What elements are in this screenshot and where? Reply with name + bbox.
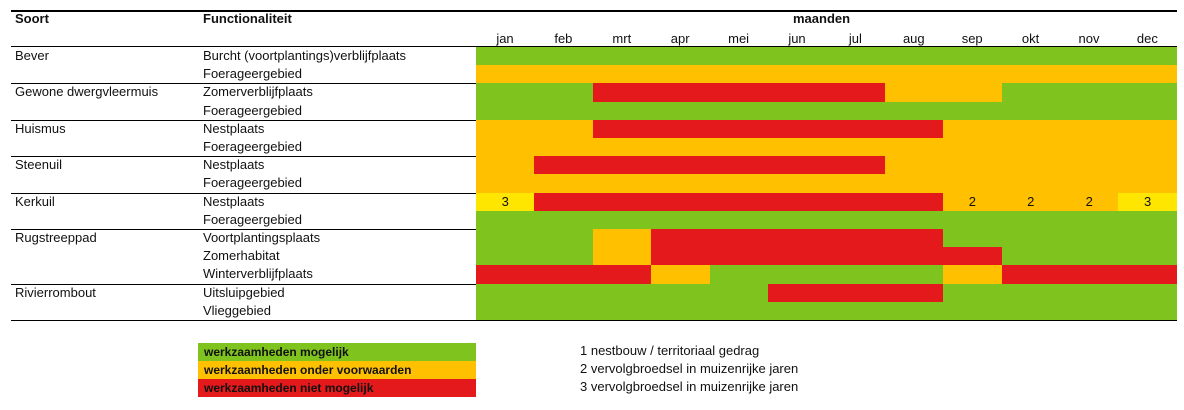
period-green (1001, 83, 1177, 103)
period-green (476, 301, 1177, 321)
header-bottom-rule (11, 46, 1177, 47)
functionality-label: Foerageergebied (203, 102, 303, 118)
header-months: maanden (793, 11, 851, 26)
footnote-marker: 2 (1085, 193, 1093, 209)
period-green (709, 265, 944, 285)
period-orange (943, 192, 1002, 212)
period-red (592, 119, 944, 139)
month-label-jun: jun (788, 31, 806, 46)
functionality-label: Zomerhabitat (203, 248, 280, 264)
legend-swatch-red (198, 379, 476, 397)
legend-swatch-orange (198, 361, 476, 379)
species-name: Kerkuil (15, 193, 55, 209)
functionality-label: Uitsluipgebied (203, 284, 285, 300)
functionality-label: Foerageergebied (203, 175, 303, 191)
functionality-label: Nestplaats (203, 157, 265, 173)
functionality-label: Nestplaats (203, 193, 265, 209)
period-orange (651, 265, 710, 285)
period-orange (1060, 192, 1119, 212)
period-green (1001, 247, 1177, 266)
legend-label: werkzaamheden niet mogelijk (204, 381, 374, 395)
species-name: Steenuil (15, 157, 62, 173)
month-label-nov: nov (1078, 31, 1100, 46)
functionality-label: Burcht (voortplantings)verblijfplaats (203, 48, 407, 63)
functionality-label: Winterverblijfplaats (203, 266, 313, 282)
species-separator (11, 320, 1177, 321)
period-red (534, 156, 885, 175)
period-orange (1001, 192, 1060, 212)
period-orange (476, 156, 535, 175)
period-orange (884, 156, 1177, 175)
month-label-jan: jan (496, 31, 514, 46)
period-orange (476, 65, 1177, 84)
functionality-label: Voortplantingsplaats (203, 230, 321, 245)
species-name: Rivierrombout (15, 284, 96, 300)
footnote-marker: 2 (1027, 193, 1035, 209)
period-red (592, 83, 885, 103)
header-species: Soort (15, 11, 49, 26)
functionality-label: Foerageergebied (203, 211, 303, 227)
period-yellow (1118, 192, 1177, 212)
period-green (476, 210, 1177, 230)
month-label-dec: dec (1136, 31, 1158, 46)
period-orange (943, 119, 1177, 139)
month-label-sep: sep (961, 31, 983, 46)
footnote-marker: 2 (968, 193, 976, 209)
period-green (943, 229, 1177, 248)
period-orange (476, 174, 1177, 194)
footnote-text: 2 vervolgbroedsel in muizenrijke jaren (580, 361, 799, 376)
period-orange (884, 83, 1002, 103)
legend-swatch-green (198, 343, 476, 361)
legend-label: werkzaamheden onder voorwaarden (204, 363, 412, 377)
period-green (476, 247, 593, 266)
period-green (476, 229, 593, 248)
functionality-label: Foerageergebied (203, 66, 303, 82)
species-name: Huismus (15, 120, 66, 136)
footnote-marker: 3 (1143, 193, 1152, 209)
legend-label: werkzaamheden mogelijk (204, 345, 349, 359)
period-green (476, 83, 593, 103)
period-orange (476, 138, 1177, 157)
period-yellow (476, 192, 535, 212)
footnote-text: 3 vervolgbroedsel in muizenrijke jaren (580, 379, 799, 394)
period-orange (943, 265, 1002, 285)
period-orange (592, 229, 652, 248)
species-name: Bever (15, 48, 49, 63)
period-red (1001, 265, 1177, 285)
period-green (943, 283, 1177, 303)
period-orange (592, 247, 652, 266)
species-name: Rugstreeppad (15, 230, 97, 245)
top-rule (11, 10, 1177, 12)
month-label-mei: mei (728, 31, 750, 46)
period-red (651, 229, 944, 248)
functionality-label: Vlieggebied (203, 302, 271, 318)
month-label-apr: apr (670, 31, 690, 46)
header-functionality: Functionaliteit (203, 11, 292, 26)
functionality-label: Zomerverblijfplaats (203, 84, 313, 100)
functionality-label: Foerageergebied (203, 139, 303, 154)
period-red (476, 265, 652, 285)
month-label-aug: aug (902, 31, 925, 46)
footnote-text: 1 nestbouw / territoriaal gedrag (580, 343, 760, 358)
period-green (476, 101, 1177, 121)
footnote-marker: 3 (501, 193, 509, 209)
period-orange (476, 119, 593, 139)
period-green (476, 47, 1177, 66)
month-label-feb: feb (554, 31, 573, 46)
period-red (651, 247, 1002, 266)
species-name: Gewone dwergvleermuis (15, 84, 159, 100)
month-label-mrt: mrt (612, 31, 632, 46)
month-label-okt: okt (1021, 31, 1040, 46)
month-label-jul: jul (848, 31, 862, 46)
functionality-label: Nestplaats (203, 120, 265, 136)
period-red (534, 192, 944, 212)
period-green (476, 283, 768, 303)
period-red (768, 283, 944, 303)
